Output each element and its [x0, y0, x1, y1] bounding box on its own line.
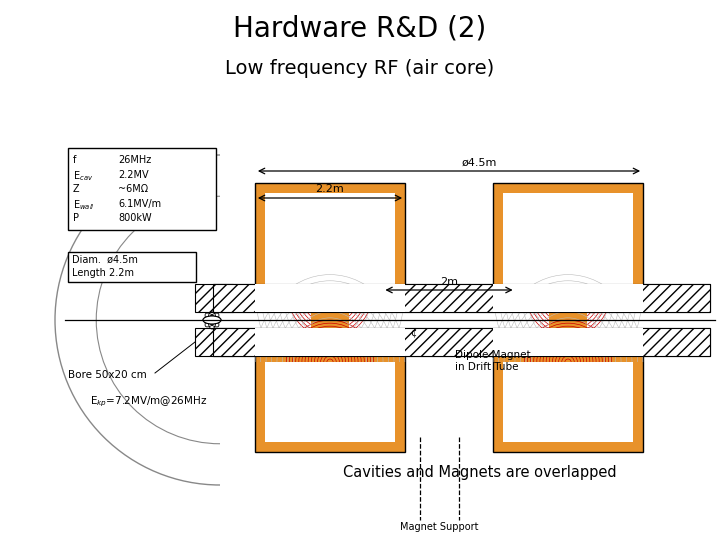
Bar: [493, 352, 643, 452]
Bar: [255, 442, 405, 452]
Bar: [213, 328, 710, 356]
Bar: [493, 183, 643, 298]
Text: Low frequency RF (air core): Low frequency RF (air core): [225, 58, 495, 78]
Text: Magnet Support: Magnet Support: [400, 522, 479, 532]
Bar: [549, 288, 587, 356]
Text: 2m: 2m: [440, 277, 458, 287]
Bar: [255, 284, 405, 312]
Text: 800kW: 800kW: [118, 213, 152, 223]
Text: Length 2.2m: Length 2.2m: [72, 268, 134, 278]
Bar: [349, 352, 405, 362]
Text: 2.2MV: 2.2MV: [118, 170, 148, 179]
Bar: [255, 183, 405, 298]
Bar: [493, 183, 643, 193]
Bar: [493, 284, 643, 312]
Bar: [587, 288, 643, 298]
Bar: [493, 328, 643, 356]
Bar: [255, 352, 405, 452]
Bar: [255, 352, 311, 362]
Text: Z: Z: [73, 184, 80, 194]
Text: P: P: [73, 213, 79, 223]
Bar: [395, 352, 405, 452]
Text: ~6MΩ: ~6MΩ: [118, 184, 148, 194]
Bar: [633, 183, 643, 298]
Bar: [493, 352, 643, 452]
Text: E$_{cav}$: E$_{cav}$: [73, 170, 94, 183]
Text: ø4.5m: ø4.5m: [462, 158, 497, 168]
Bar: [587, 352, 643, 362]
Ellipse shape: [203, 316, 221, 324]
Bar: [311, 294, 349, 362]
Bar: [493, 183, 643, 298]
Bar: [255, 183, 405, 193]
Bar: [255, 352, 405, 452]
Text: 26MHz: 26MHz: [118, 155, 151, 165]
Text: Diam.  ø4.5m: Diam. ø4.5m: [72, 255, 138, 265]
Bar: [493, 288, 549, 298]
Bar: [493, 352, 549, 362]
Text: 6.1MV/m: 6.1MV/m: [118, 199, 161, 208]
Bar: [395, 183, 405, 298]
Bar: [255, 183, 265, 298]
Bar: [195, 284, 233, 312]
Bar: [493, 352, 503, 452]
Bar: [633, 352, 643, 452]
Bar: [493, 183, 503, 298]
Bar: [349, 288, 405, 298]
Text: 2.2m: 2.2m: [315, 184, 344, 194]
Bar: [549, 294, 587, 362]
Text: E$_{kp}$=7.2MV/m@26MHz: E$_{kp}$=7.2MV/m@26MHz: [90, 395, 207, 409]
Text: Cavities and Magnets are overlapped: Cavities and Magnets are overlapped: [343, 465, 617, 480]
Text: Dipole Magnet
in Drift Tube: Dipole Magnet in Drift Tube: [455, 350, 531, 373]
Bar: [68, 148, 216, 230]
Bar: [195, 328, 233, 356]
Bar: [213, 284, 710, 312]
Text: f: f: [73, 155, 76, 165]
Bar: [255, 288, 311, 298]
Bar: [255, 183, 405, 298]
Bar: [493, 442, 643, 452]
Text: ¢: ¢: [410, 328, 416, 338]
Bar: [68, 252, 196, 282]
Text: Hardware R&D (2): Hardware R&D (2): [233, 14, 487, 42]
Bar: [255, 328, 405, 356]
Bar: [213, 328, 710, 356]
Bar: [255, 352, 265, 452]
Text: E$_{wall}$: E$_{wall}$: [73, 199, 95, 212]
Text: Bore 50x20 cm: Bore 50x20 cm: [68, 370, 147, 380]
Bar: [311, 288, 349, 356]
Bar: [213, 284, 710, 312]
